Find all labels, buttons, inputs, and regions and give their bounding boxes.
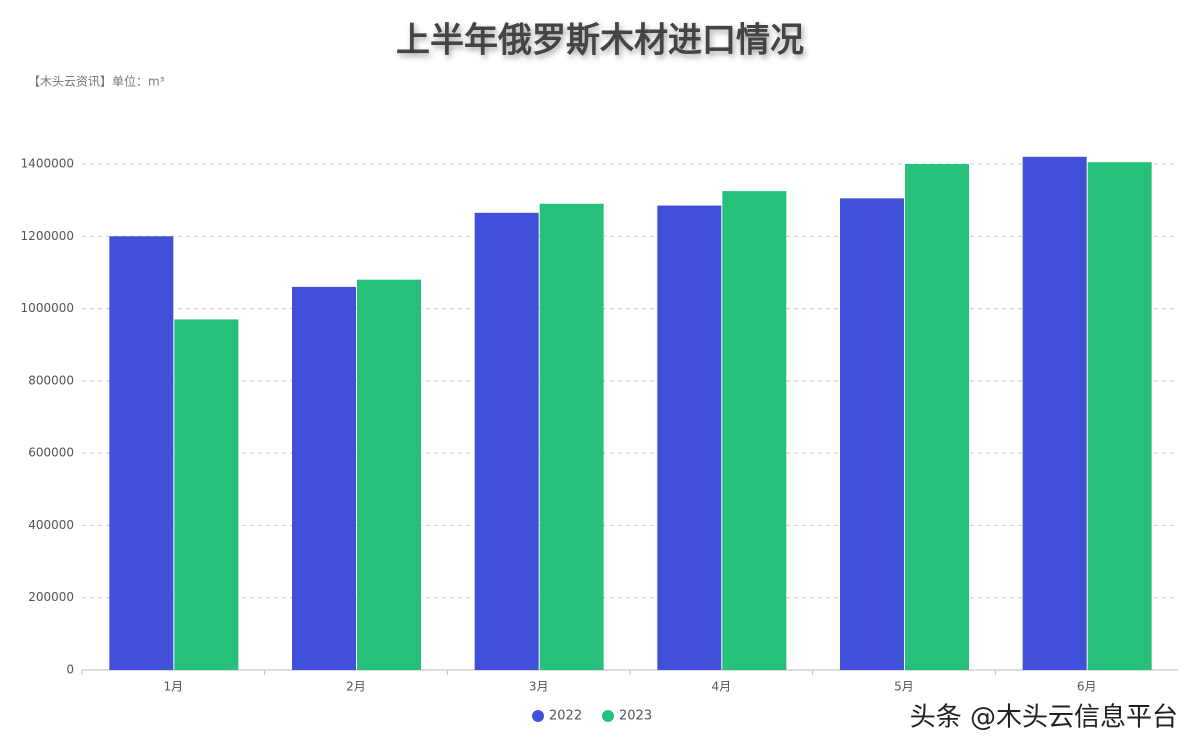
bar <box>539 203 604 670</box>
y-tick-label: 400000 <box>28 518 74 532</box>
x-tick-label: 3月 <box>529 680 549 694</box>
bar <box>174 319 239 670</box>
bar <box>1022 156 1087 670</box>
x-tick-label: 2月 <box>346 680 366 694</box>
chart-subtitle: 【木头云资讯】单位：m³ <box>28 74 165 89</box>
bar <box>357 279 421 670</box>
chart-title: 上半年俄罗斯木材进口情况 <box>396 21 804 61</box>
legend-label: 2022 <box>549 709 582 724</box>
bar <box>474 212 539 671</box>
y-tick-label: 200000 <box>28 590 74 604</box>
x-tick-label: 5月 <box>894 680 914 694</box>
bar <box>292 286 356 670</box>
y-tick-label: 0 <box>66 663 74 677</box>
bar <box>722 191 787 670</box>
y-tick-label: 1200000 <box>21 229 74 243</box>
x-tick-label: 4月 <box>712 680 732 694</box>
y-tick-label: 1000000 <box>21 301 74 315</box>
watermark: 头条 @木头云信息平台 <box>910 703 1178 733</box>
y-tick-label: 1400000 <box>21 157 74 171</box>
bar <box>1087 162 1152 670</box>
bar <box>905 164 969 670</box>
y-tick-label: 800000 <box>28 373 74 387</box>
legend-label: 2023 <box>619 709 652 724</box>
legend-marker <box>532 710 544 722</box>
bar <box>109 236 174 671</box>
legend-marker <box>602 710 614 722</box>
x-tick-label: 6月 <box>1077 680 1097 694</box>
x-tick-label: 1月 <box>164 680 184 694</box>
y-tick-label: 600000 <box>28 446 74 460</box>
bar <box>840 198 904 671</box>
bar <box>657 205 722 671</box>
